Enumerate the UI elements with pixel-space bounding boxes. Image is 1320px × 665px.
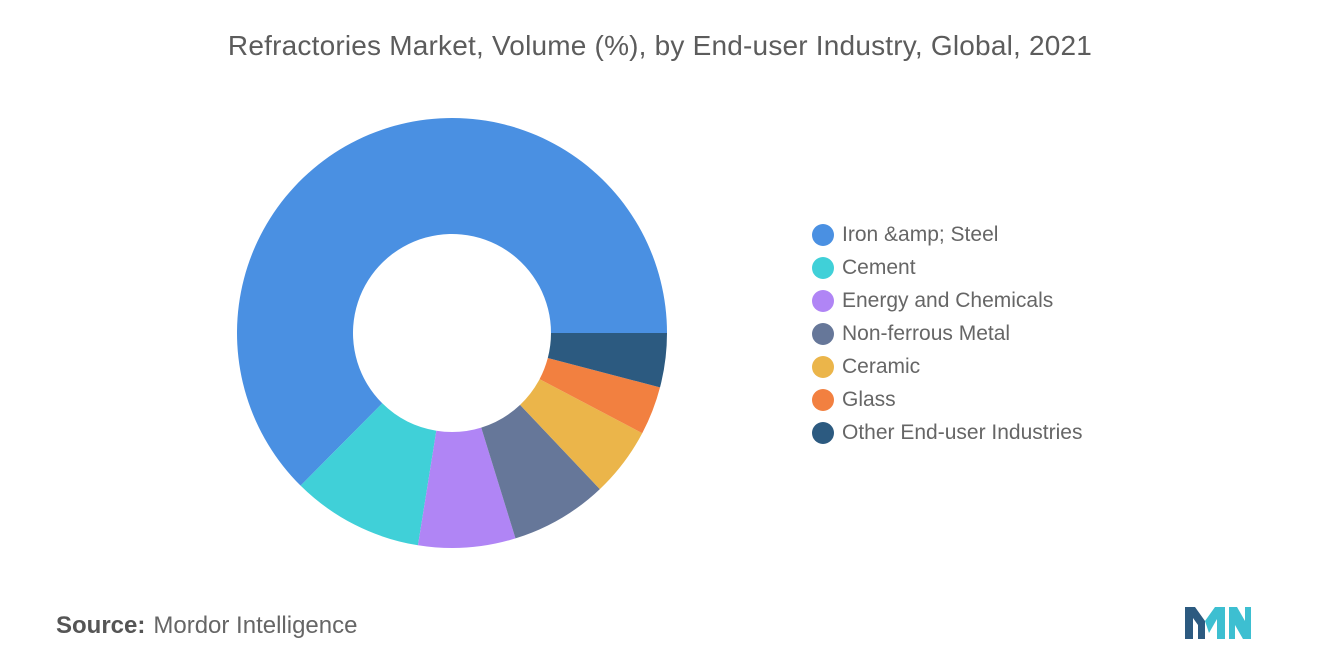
legend-item-cement: Cement — [812, 251, 1082, 284]
slice-glass — [539, 358, 661, 434]
source-note: Source: Mordor Intelligence — [56, 612, 357, 640]
legend-item-glass: Glass — [812, 383, 1082, 416]
donut-slices — [237, 118, 667, 548]
chart-title: Refractories Market, Volume (%), by End-… — [227, 30, 1093, 61]
slice-iron-and-steel — [237, 118, 667, 486]
legend-label-energy-and-chemicals: Energy and Chemicals — [842, 288, 1054, 312]
legend-item-iron-and-steel: Iron &amp; Steel — [812, 218, 1082, 251]
legend-label-iron-and-steel: Iron &amp; Steel — [842, 222, 999, 246]
source-label: Source: — [56, 612, 146, 639]
legend-swatch-non-ferrous-metal — [812, 322, 834, 345]
legend-item-other-end-user-industries: Other End-user Industries — [812, 416, 1082, 449]
legend-item-non-ferrous-metal: Non-ferrous Metal — [812, 317, 1082, 350]
slice-ceramic — [520, 379, 643, 490]
source-text: Mordor Intelligence — [153, 612, 358, 639]
legend-swatch-other-end-user-industries — [812, 421, 834, 444]
slice-other-end-user-industries — [547, 333, 667, 388]
slice-energy-and-chemicals — [417, 427, 516, 548]
slice-cement — [300, 403, 437, 546]
mordor-logo-icon — [1185, 607, 1251, 639]
slice-non-ferrous-metal — [481, 404, 600, 539]
legend-label-glass: Glass — [842, 387, 896, 411]
chart-legend: Iron &amp; Steel Cement Energy and Chemica… — [812, 218, 1082, 449]
legend-swatch-glass — [812, 388, 834, 411]
legend-swatch-iron-and-steel — [812, 223, 834, 246]
legend-label-other-end-user-industries: Other End-user Industries — [842, 420, 1083, 444]
legend-label-cement: Cement — [842, 255, 916, 279]
legend-item-energy-and-chemicals: Energy and Chemicals — [812, 284, 1082, 317]
legend-label-ceramic: Ceramic — [842, 354, 921, 378]
legend-swatch-energy-and-chemicals — [812, 289, 834, 312]
legend-swatch-ceramic — [812, 355, 834, 378]
legend-item-ceramic: Ceramic — [812, 350, 1082, 383]
legend-swatch-cement — [812, 256, 834, 279]
legend-label-non-ferrous-metal: Non-ferrous Metal — [842, 321, 1011, 345]
